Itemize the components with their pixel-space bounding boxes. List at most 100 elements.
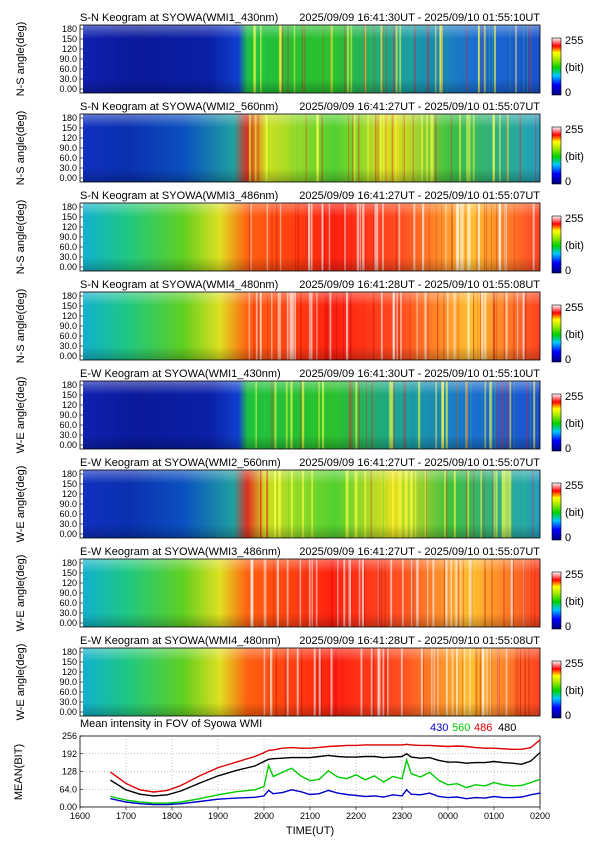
- keogram-time-range: 2025/09/09 16:41:27UT - 2025/09/10 01:55…: [299, 457, 540, 469]
- data-point: [493, 747, 495, 749]
- keogram-time-range: 2025/09/09 16:41:27UT - 2025/09/10 01:55…: [299, 190, 540, 202]
- colorbar-min-label: 0: [565, 354, 571, 366]
- data-point: [419, 794, 421, 796]
- data-point: [465, 787, 467, 789]
- keogram-ytick-label: 120: [62, 133, 77, 143]
- keogram-title: S-N Keogram at SYOWA(WMI2_560nm): [80, 101, 278, 113]
- data-point: [438, 745, 440, 747]
- colorbar-gradient: [551, 571, 562, 630]
- data-point: [511, 762, 513, 764]
- keogram-ytick-label: 30.0: [59, 519, 77, 529]
- data-point: [346, 778, 348, 780]
- data-point: [484, 762, 486, 764]
- data-point: [502, 797, 504, 799]
- data-point: [110, 795, 112, 798]
- data-point: [410, 793, 412, 795]
- data-point: [465, 762, 467, 764]
- data-point: [254, 765, 256, 767]
- keogram-title: S-N Keogram at SYOWA(WMI4_480nm): [80, 279, 278, 291]
- data-point: [139, 789, 141, 791]
- data-point: [364, 744, 366, 746]
- data-point: [309, 780, 311, 782]
- data-point: [180, 790, 182, 792]
- keogram-ytick-label: 90.0: [59, 588, 77, 598]
- data-point: [166, 789, 168, 792]
- data-point: [484, 785, 486, 787]
- data-point: [268, 758, 270, 760]
- keogram-ytick-label: 0.00: [59, 440, 77, 450]
- keogram-ytick-label: 90.0: [59, 143, 77, 153]
- keogram-ylabel: N-S angle(deg): [15, 289, 27, 364]
- data-point: [318, 746, 320, 749]
- data-point: [383, 744, 385, 746]
- keogram-time-range: 2025/09/09 16:41:28UT - 2025/09/10 01:55…: [299, 279, 540, 291]
- data-point: [410, 744, 412, 746]
- data-point: [401, 795, 403, 797]
- keogram-title: E-W Keogram at SYOWA(WMI1_430nm): [80, 368, 281, 380]
- data-point: [539, 792, 541, 794]
- keogram-title: E-W Keogram at SYOWA(WMI3_486nm): [80, 546, 281, 558]
- data-point: [429, 792, 431, 794]
- keogram-ytick-label: 150: [62, 123, 77, 133]
- keogram-shade: [83, 292, 540, 360]
- data-point: [406, 753, 408, 755]
- data-point: [309, 793, 311, 796]
- colorbar: 255 (bit) 0: [551, 569, 584, 633]
- keogram-time-range: 2025/09/09 16:41:30UT - 2025/09/10 01:55…: [299, 368, 540, 380]
- legend-item-560: 560: [452, 722, 470, 734]
- keogram-ytick-label: 30.0: [59, 252, 77, 262]
- data-point: [281, 757, 283, 759]
- keogram-ylabel: W-E angle(deg): [15, 644, 27, 721]
- colorbar-max-label: 255: [565, 302, 583, 314]
- keogram-ytick-label: 150: [62, 479, 77, 489]
- keogram-shade: [83, 25, 540, 93]
- data-point: [438, 779, 440, 782]
- chart-x-tick-label: 1900: [208, 811, 228, 821]
- colorbar-min-label: 0: [565, 621, 571, 633]
- chart-x-tick-label: 0200: [530, 811, 550, 821]
- data-point: [511, 797, 513, 799]
- legend-item-486: 486: [474, 722, 492, 734]
- data-point: [511, 785, 513, 787]
- chart-title: Mean intensity in FOV of Syowa WMI: [80, 718, 262, 730]
- colorbar-gradient: [551, 482, 562, 541]
- data-point: [511, 748, 513, 750]
- chart-y-tick-label: 64.0: [59, 784, 77, 794]
- colorbar-max-label: 255: [565, 391, 583, 403]
- data-point: [272, 775, 274, 778]
- data-point: [139, 803, 141, 805]
- keogram-panel-4: S-N Keogram at SYOWA(WMI4_480nm) 2025/09/…: [15, 279, 584, 366]
- chart-x-tick-label: 2300: [392, 811, 412, 821]
- data-point: [484, 797, 486, 799]
- colorbar-gradient: [551, 37, 562, 96]
- colorbar-gradient: [551, 393, 562, 452]
- keogram-shade: [83, 203, 540, 271]
- keogram-time-range: 2025/09/09 16:41:27UT - 2025/09/10 01:55…: [299, 101, 540, 113]
- colorbar-unit-label: (bit): [565, 240, 584, 252]
- keogram-ytick-label: 0.00: [59, 84, 77, 94]
- data-point: [235, 791, 237, 793]
- keogram-ytick-label: 180: [62, 113, 77, 123]
- keogram-ytick-label: 180: [62, 24, 77, 34]
- data-point: [235, 797, 237, 799]
- data-point: [502, 784, 504, 786]
- colorbar-max-label: 255: [565, 35, 583, 47]
- chart-y-tick-label: 256: [62, 731, 77, 741]
- data-point: [166, 794, 168, 796]
- data-point: [153, 795, 155, 797]
- keogram-panel-1: S-N Keogram at SYOWA(WMI1_430nm) 2025/09/…: [15, 12, 584, 99]
- chart-x-tick-label: 0100: [484, 811, 504, 821]
- keogram-ytick-label: 120: [62, 489, 77, 499]
- data-point: [268, 789, 270, 792]
- data-point: [447, 784, 449, 786]
- data-point: [406, 759, 408, 761]
- data-point: [199, 775, 201, 777]
- colorbar-max-label: 255: [565, 124, 583, 136]
- data-point: [493, 782, 495, 784]
- data-point: [521, 748, 523, 750]
- colorbar-max-label: 255: [565, 569, 583, 581]
- data-point: [268, 764, 270, 767]
- chart-y-tick-label: 128: [62, 767, 77, 777]
- keogram-ytick-label: 90.0: [59, 54, 77, 64]
